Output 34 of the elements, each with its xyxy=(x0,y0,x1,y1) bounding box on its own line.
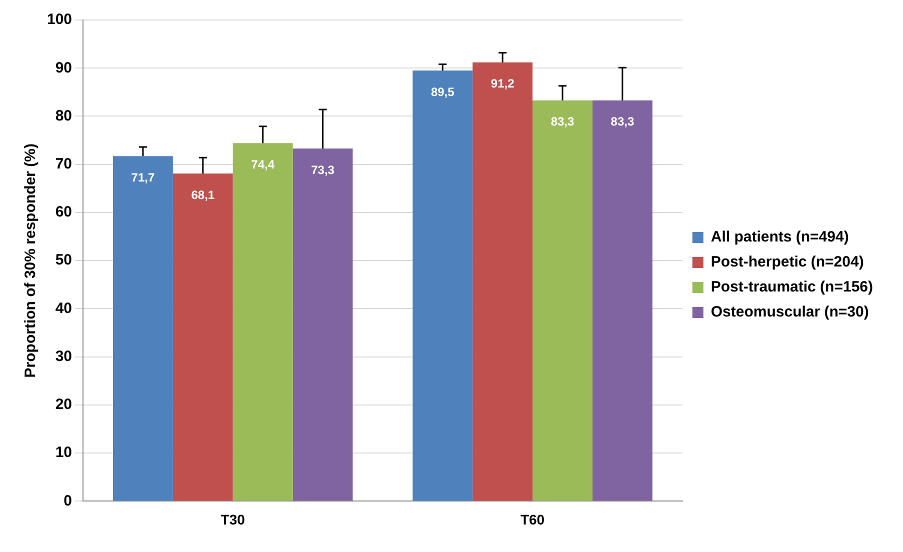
bar xyxy=(292,148,353,501)
y-tick-label: 90 xyxy=(55,59,72,76)
data-label: 71,7 xyxy=(131,170,155,184)
bar xyxy=(412,70,473,501)
legend-label: All patients (n=494) xyxy=(710,228,849,246)
y-tick-label: 50 xyxy=(55,252,72,269)
bar xyxy=(592,100,652,501)
data-label: 83,3 xyxy=(550,114,575,129)
bar xyxy=(112,156,173,501)
y-tick-label: 100 xyxy=(46,11,72,28)
y-tick-label: 10 xyxy=(55,444,72,462)
x-tick-label: T60 xyxy=(520,511,545,528)
data-label: 89,5 xyxy=(430,84,455,99)
data-label: 91,2 xyxy=(490,76,515,91)
y-tick-label: 20 xyxy=(55,396,72,414)
data-label: 73,3 xyxy=(311,162,335,177)
bar xyxy=(472,62,533,501)
data-label: 74,4 xyxy=(251,158,275,172)
y-tick-label: 40 xyxy=(55,300,72,317)
y-tick-label: 30 xyxy=(55,348,72,365)
y-axis-title: Proportion of 30% responder (%) xyxy=(22,144,40,378)
data-label: 83,3 xyxy=(610,114,634,129)
legend-label: Osteomuscular (n=30) xyxy=(710,304,869,321)
y-tick-label: 60 xyxy=(55,204,72,221)
y-tick-label: 0 xyxy=(64,492,72,510)
y-tick-label: 70 xyxy=(55,156,72,172)
bar xyxy=(172,174,233,501)
bar xyxy=(532,100,592,501)
legend-label: Post-herpetic (n=204) xyxy=(710,254,864,271)
y-tick-label: 80 xyxy=(55,107,72,124)
x-tick-label: T30 xyxy=(220,511,246,528)
legend-label: Post-traumatic (n=156) xyxy=(710,278,874,296)
bar xyxy=(232,143,293,501)
data-label: 68,1 xyxy=(191,188,215,202)
